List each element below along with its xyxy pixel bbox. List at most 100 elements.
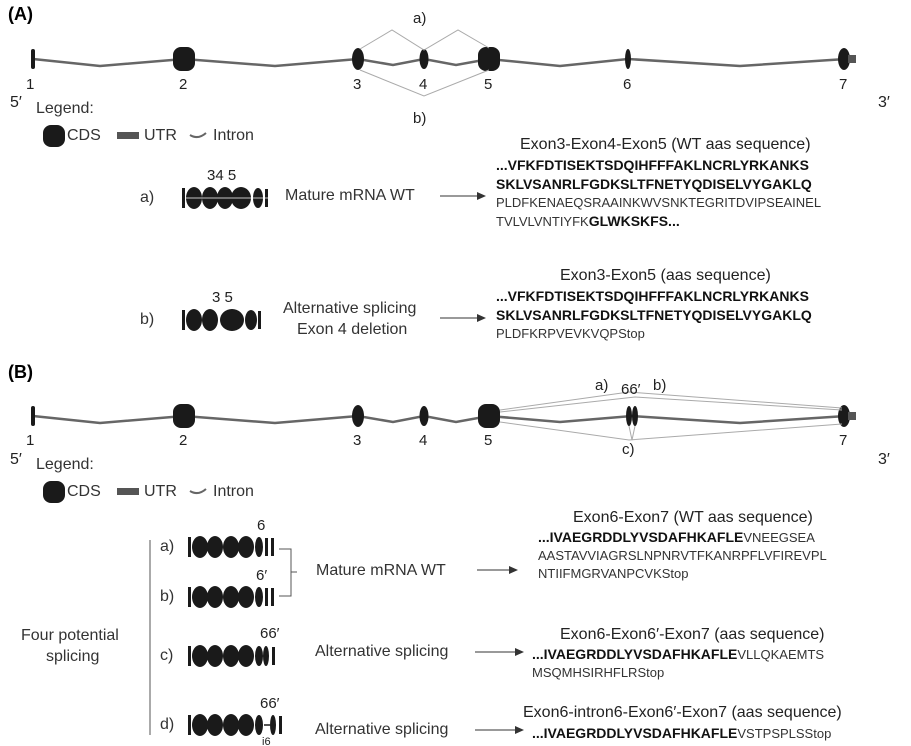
four-potential-text-1: Four potential <box>21 627 119 644</box>
exon-number-2-b: 2 <box>179 432 188 449</box>
transcript-b-exon-label: 3 5 <box>212 289 233 306</box>
five-prime-b: 5′ <box>10 451 22 468</box>
exon-7-b <box>838 405 850 427</box>
exon-number-3-b: 3 <box>353 432 362 449</box>
transcript-b-letter: b) <box>140 311 155 328</box>
transcript-b-d-shape <box>188 714 282 736</box>
seq-c-b-line-2: MSQMHSIRHFLRStop <box>532 665 665 680</box>
splice-path-b-a <box>499 391 843 411</box>
seq-b-line-1: ...VFKFDTISEKTSDQIHFFFAKLNCRLYRKANKS <box>496 288 809 304</box>
exon-1-b <box>31 406 35 426</box>
exon-number-4-b: 4 <box>419 432 428 449</box>
utr-3-b <box>848 412 856 420</box>
splice-label-b-b: b) <box>653 377 667 394</box>
splice-path-b-c1 <box>499 421 843 441</box>
exon-6prime-b <box>632 406 638 426</box>
seq-wt-b-line-3: NTIIFMGRVANPCVKStop <box>538 566 689 581</box>
exon-6-a <box>625 49 631 69</box>
exon-2-a <box>173 47 195 71</box>
exon-number-4-a: 4 <box>419 76 428 93</box>
gene-structure-a <box>31 29 856 97</box>
exon-number-7-a: 7 <box>839 76 848 93</box>
seq-wt-b-line-2: AASTAVVIAGRSLNPNRVTFKANRPFLVFIREVPL <box>538 548 827 563</box>
legend-b-shapes <box>43 481 207 503</box>
seq-a-line-2: SKLVSANRLFGDKSLTFNETYQDISELVYGAKLQ <box>496 176 812 192</box>
seq-a-line-4-bold: GLWKSKFS... <box>588 213 680 229</box>
exon-3-a <box>352 48 364 70</box>
legend-utr-a: UTR <box>144 127 177 144</box>
legend-utr-icon-a <box>117 132 139 139</box>
seq-title-c-b: Exon6-Exon6′-Exon7 (aas sequence) <box>560 626 825 643</box>
exon-1-a <box>31 49 35 69</box>
seq-d-b-plain: VSTPSPLSStop <box>737 726 832 741</box>
legend-intron-icon-a <box>189 132 207 139</box>
intron-line-b <box>32 414 847 425</box>
transcript-b-a-letter: a) <box>160 538 175 555</box>
intron-line-a <box>32 57 847 68</box>
transcript-b-b-label: 6′ <box>256 567 268 584</box>
splice-label-b-a: a) <box>595 377 609 394</box>
splice-path-b-b <box>499 396 843 413</box>
splice-label-b-c: c) <box>622 441 635 458</box>
transcript-b-c-letter: c) <box>160 647 174 664</box>
gene-structure-b <box>31 391 856 441</box>
panel-a-label: (A) <box>8 4 33 24</box>
exon-3-b <box>352 405 364 427</box>
exon-number-3-a: 3 <box>353 76 362 93</box>
exon-2-b <box>173 404 195 428</box>
seq-block-b: ...VFKFDTISEKTSDQIHFFFAKLNCRLYRKANKS SKL… <box>496 287 896 343</box>
mature-mrna-wt-b: Mature mRNA WT <box>316 562 446 579</box>
transcript-b-d-label: 66′ <box>260 695 280 712</box>
seq-title-wt-b: Exon6-Exon7 (WT aas sequence) <box>573 509 813 526</box>
exon-number-1-b: 1 <box>26 432 35 449</box>
legend-title-a: Legend: <box>36 100 94 117</box>
panel-b-label: (B) <box>8 362 33 382</box>
seq-wt-b-plain: VNEEGSEA <box>743 530 815 545</box>
transcript-a-arrow-text: Mature mRNA WT <box>285 187 415 204</box>
legend-intron-a: Intron <box>213 127 254 144</box>
seq-block-d-b: ...IVAEGRDDLYVSDAFHKAFLEVSTPSPLSStop <box>532 724 911 743</box>
legend-title-b: Legend: <box>36 456 94 473</box>
seq-c-b-bold: ...IVAEGRDDLYVSDAFHKAFLE <box>532 646 738 662</box>
transcript-a-letter: a) <box>140 189 155 206</box>
four-potential-text-2: splicing <box>46 648 100 665</box>
seq-title-d-b: Exon6-intron6-Exon6′-Exon7 (aas sequence… <box>523 704 842 721</box>
transcript-a-exon-label: 34 5 <box>207 167 237 184</box>
legend-intron-b: Intron <box>213 483 254 500</box>
transcript-b-shape <box>182 309 261 331</box>
exon-7-a <box>838 48 850 70</box>
transcript-b-b-shape <box>188 586 274 608</box>
splice-path-b-bottom <box>359 69 490 97</box>
seq-b-line-2: SKLVSANRLFGDKSLTFNETYQDISELVYGAKLQ <box>496 307 812 323</box>
legend-utr-icon-b <box>117 488 139 495</box>
seq-d-b-bold: ...IVAEGRDDLYVSDAFHKAFLE <box>532 725 738 741</box>
transcript-a-shape <box>182 187 268 209</box>
exon-4-b <box>419 406 429 426</box>
transcript-b-d-sublabel: i6 <box>262 736 271 746</box>
transcript-b-arrow-text-1: Alternative splicing <box>283 300 417 317</box>
utr-3-a <box>848 55 856 63</box>
transcript-b-d-arrow-text: Alternative splicing <box>315 721 449 738</box>
splice-label-a-top: a) <box>413 10 427 27</box>
exon-4-a <box>419 49 429 69</box>
seq-a-line-3: PLDFKENAEQSRAAINKWVSNKTEGRITDVIPSEAINEL <box>496 195 822 210</box>
wt-bracket <box>279 548 292 597</box>
exon-6-label-b: 66′ <box>621 381 641 398</box>
seq-a-line-4-plain: TVLVLVNTIYFK <box>496 214 589 229</box>
seq-title-b: Exon3-Exon5 (aas sequence) <box>560 267 771 284</box>
transcript-b-b-letter: b) <box>160 588 175 605</box>
transcript-b-a-label: 6 <box>257 517 266 534</box>
legend-cds-icon-a <box>43 125 65 147</box>
seq-title-a: Exon3-Exon4-Exon5 (WT aas sequence) <box>520 136 811 153</box>
splice-path-a-top <box>359 29 490 51</box>
seq-c-b-plain: VLLQKAEMTS <box>737 647 825 662</box>
transcript-b-arrow-text-2: Exon 4 deletion <box>297 321 408 338</box>
transcript-b-a-shape <box>188 536 274 558</box>
five-prime-a: 5′ <box>10 94 22 111</box>
exon-number-5-a: 5 <box>484 76 493 93</box>
legend-cds-b: CDS <box>67 483 101 500</box>
exon-number-1-a: 1 <box>26 76 35 93</box>
exon-number-5-b: 5 <box>484 432 493 449</box>
